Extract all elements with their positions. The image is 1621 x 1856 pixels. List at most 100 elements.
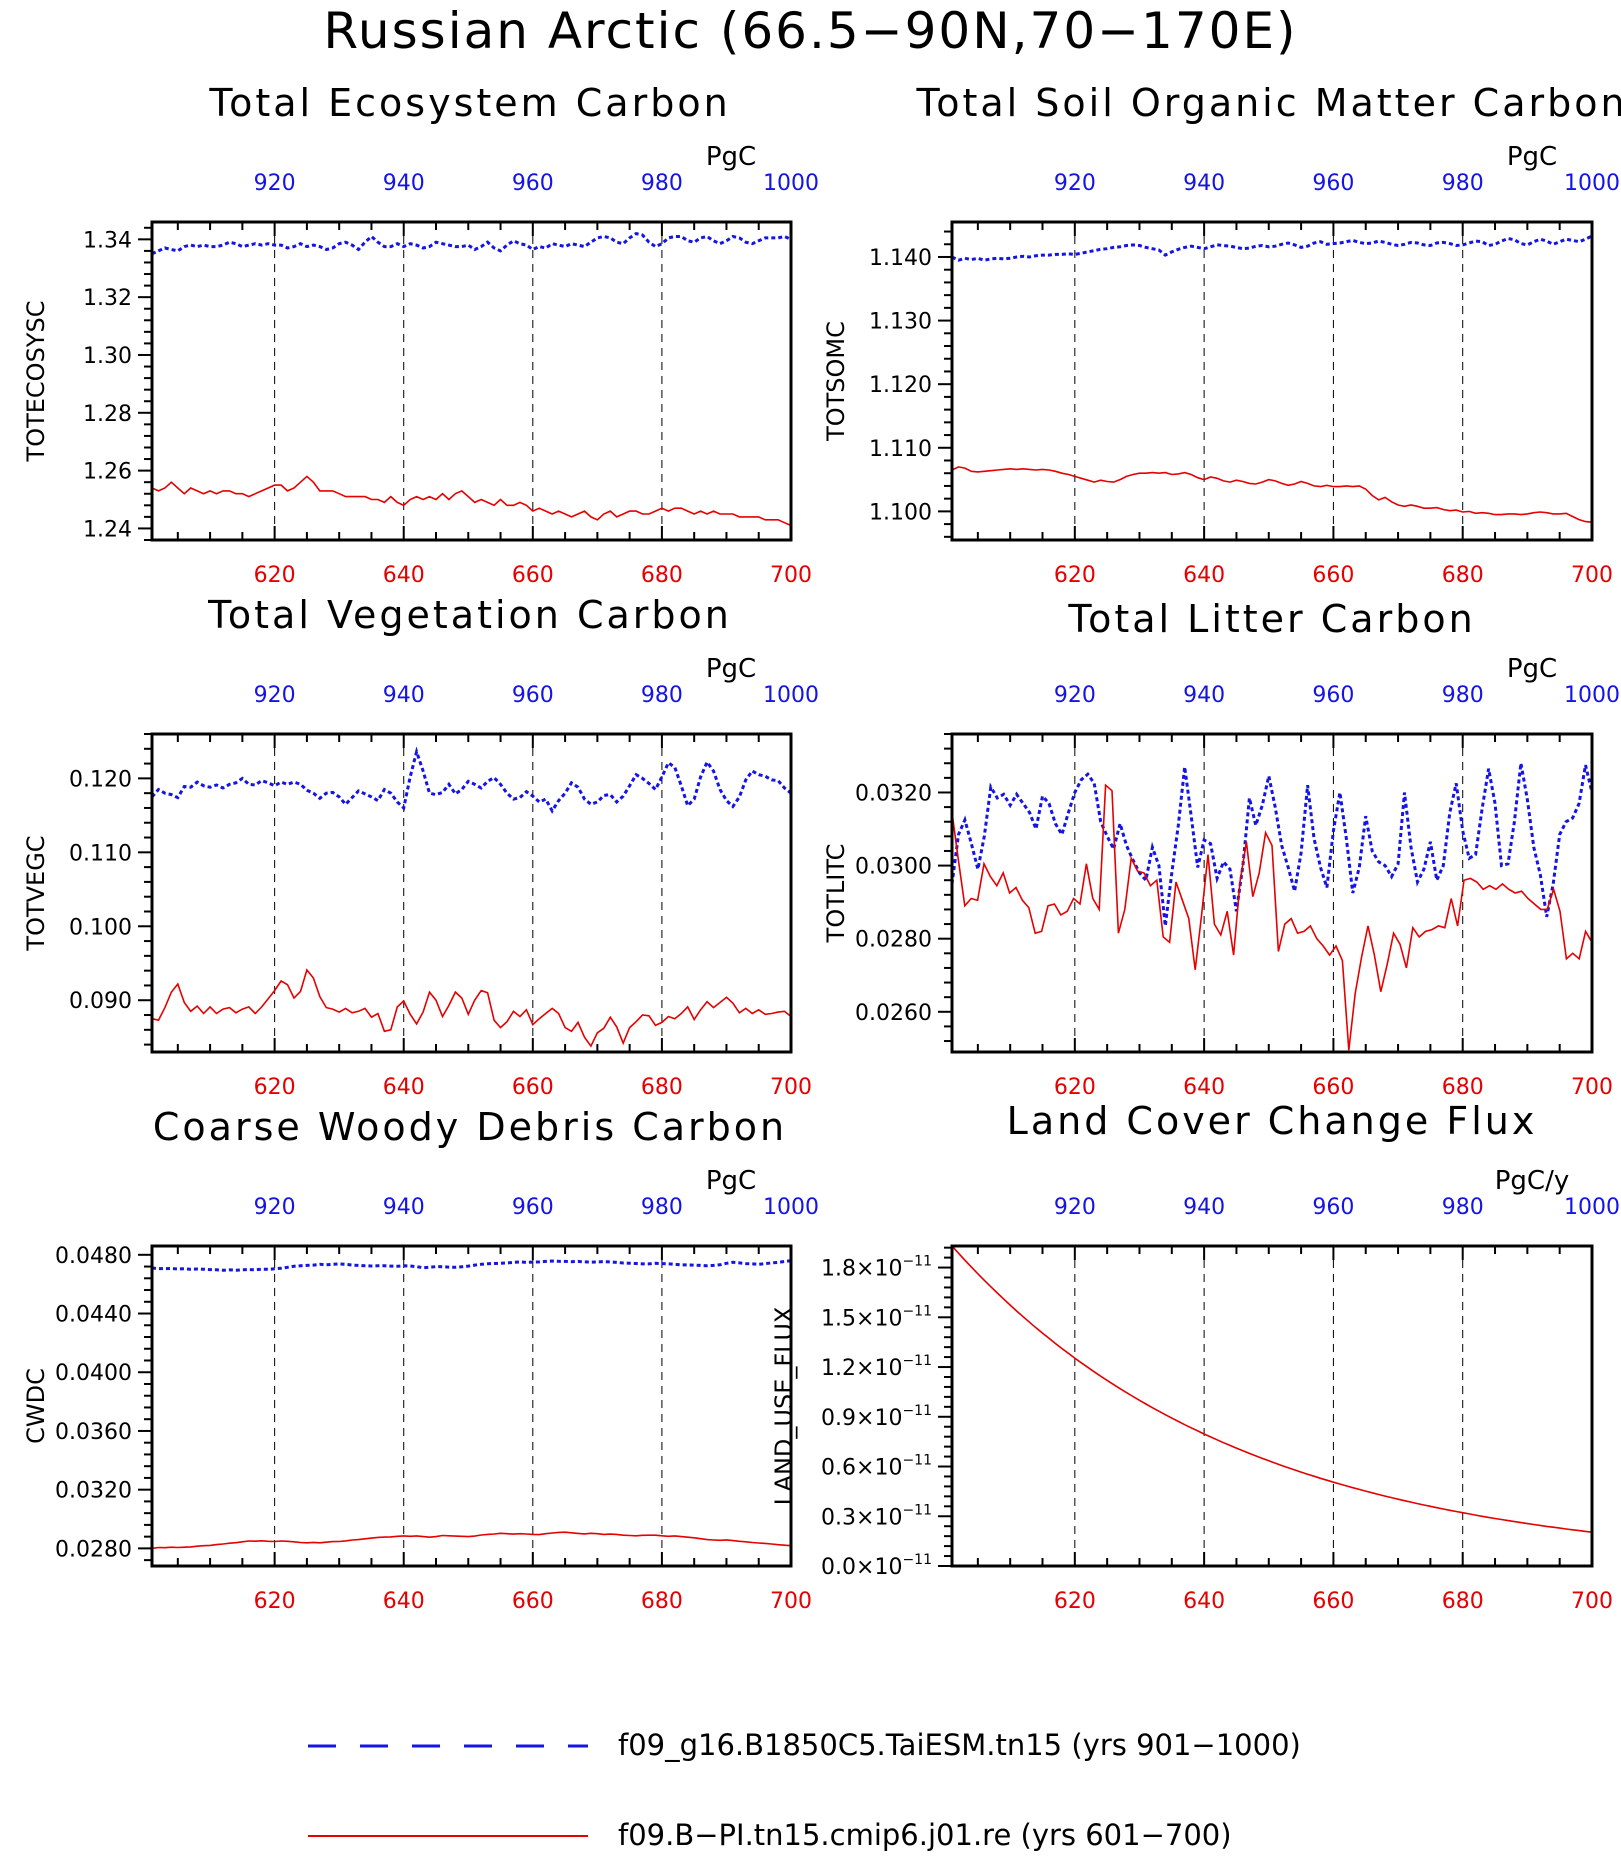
series-line-red	[151, 968, 792, 1048]
x-tick-label-bottom: 680	[641, 1075, 683, 1100]
panel-title: Total Vegetation Carbon	[207, 593, 732, 637]
y-tick-label: 0.0400	[55, 1361, 132, 1386]
units-label: PgC	[706, 654, 756, 684]
x-tick-label-bottom: 640	[1183, 1075, 1225, 1100]
x-tick-label-bottom: 680	[641, 563, 683, 588]
legend-swatch-blue-dashed	[308, 1744, 588, 1748]
y-tick-label: 1.120	[869, 373, 932, 398]
y-tick-label: 0.0300	[855, 855, 932, 880]
series-line-red	[951, 783, 1593, 1051]
x-tick-label-bottom: 640	[383, 1075, 425, 1100]
x-tick-label-bottom: 700	[770, 563, 812, 588]
y-tick-label: 1.140	[869, 246, 932, 271]
x-tick-label-top: 920	[254, 171, 296, 196]
y-tick-label: 1.130	[869, 310, 932, 335]
legend-item-red: f09.B−PI.tn15.cmip6.j01.re (yrs 601−700)	[0, 1816, 1621, 1856]
x-tick-label-top: 1000	[763, 683, 819, 708]
x-tick-label-bottom: 620	[1054, 1075, 1096, 1100]
x-tick-label-bottom: 680	[641, 1589, 683, 1614]
panel-2: Total Soil Organic Matter Carbon 620 640 66…	[822, 81, 1621, 588]
panel-5: Coarse Woody Debris Carbon 620 640 660 680 70…	[22, 1105, 819, 1614]
x-tick-label-bottom: 620	[254, 1075, 296, 1100]
series-line-red	[151, 475, 792, 527]
series-line-blue	[151, 1259, 792, 1272]
panel-title: Land Cover Change Flux	[1007, 1099, 1538, 1143]
x-tick-label-top: 960	[1312, 1195, 1354, 1220]
x-tick-label-top: 960	[1312, 683, 1354, 708]
x-tick-label-top: 1000	[1564, 683, 1620, 708]
y-axis-label: TOTECOSYSC	[22, 301, 50, 463]
x-tick-label-bottom: 700	[1571, 1075, 1613, 1100]
x-tick-label-top: 940	[1183, 171, 1225, 196]
y-tick-label: 0.6×10−11	[821, 1453, 932, 1481]
y-tick-label: 0.120	[69, 767, 132, 792]
x-tick-label-top: 960	[512, 683, 554, 708]
panel-title: Total Litter Carbon	[1067, 597, 1475, 641]
y-tick-label: 1.100	[869, 500, 932, 525]
x-tick-label-bottom: 620	[1054, 1589, 1096, 1614]
x-tick-label-bottom: 640	[383, 563, 425, 588]
plot-frame	[950, 220, 1594, 542]
y-tick-label: 0.100	[69, 915, 132, 940]
x-tick-label-top: 940	[383, 171, 425, 196]
y-tick-label: 1.34	[83, 228, 132, 253]
y-tick-label: 1.5×10−11	[821, 1303, 932, 1331]
x-tick-label-bottom: 620	[254, 1589, 296, 1614]
y-tick-label: 0.0440	[55, 1303, 132, 1328]
x-tick-label-top: 1000	[1564, 171, 1620, 196]
x-tick-label-top: 980	[1442, 683, 1484, 708]
x-tick-label-top: 980	[641, 171, 683, 196]
units-label: PgC	[1507, 142, 1557, 172]
x-tick-label-bottom: 680	[1442, 1075, 1484, 1100]
x-tick-label-top: 920	[254, 683, 296, 708]
x-tick-label-top: 980	[1442, 1195, 1484, 1220]
x-tick-label-bottom: 620	[254, 563, 296, 588]
y-axis-label: CWDC	[22, 1368, 50, 1444]
series-line-blue	[950, 762, 1594, 927]
plot-frame	[150, 220, 793, 542]
y-tick-label: 0.090	[69, 989, 132, 1014]
panel-title: Coarse Woody Debris Carbon	[153, 1105, 787, 1149]
x-tick-label-top: 1000	[1564, 1195, 1620, 1220]
y-tick-label: 1.32	[83, 286, 132, 311]
y-tick-label: 1.26	[83, 460, 132, 485]
plot-frame	[950, 732, 1594, 1054]
x-tick-label-top: 960	[1312, 171, 1354, 196]
x-tick-label-bottom: 640	[383, 1589, 425, 1614]
x-tick-label-top: 980	[641, 1195, 683, 1220]
units-label: PgC	[706, 1166, 756, 1196]
x-tick-label-top: 940	[383, 683, 425, 708]
x-tick-label-bottom: 620	[1054, 563, 1096, 588]
y-tick-label: 1.8×10−11	[821, 1254, 932, 1282]
series-line-blue	[150, 746, 792, 814]
x-tick-label-top: 920	[1054, 683, 1096, 708]
x-tick-label-top: 960	[512, 1195, 554, 1220]
series-line-red	[951, 466, 1593, 523]
x-tick-label-top: 920	[254, 1195, 296, 1220]
y-tick-label: 1.28	[83, 402, 132, 427]
x-tick-label-top: 960	[512, 171, 554, 196]
y-tick-label: 0.0360	[55, 1420, 132, 1445]
x-tick-label-bottom: 660	[512, 1589, 554, 1614]
y-tick-label: 0.3×10−11	[821, 1502, 932, 1530]
x-tick-label-bottom: 700	[770, 1075, 812, 1100]
legend-item-blue: f09_g16.B1850C5.TaiESM.tn15 (yrs 901−100…	[0, 1726, 1621, 1766]
panel-3: Total Vegetation Carbon 620 640 660 680 700 92…	[22, 593, 819, 1100]
x-tick-label-bottom: 680	[1442, 563, 1484, 588]
series-line-blue	[951, 234, 1593, 262]
plot-frame	[150, 732, 793, 1054]
panel-title: Total Ecosystem Carbon	[208, 81, 730, 125]
y-tick-label: 0.0×10−11	[821, 1552, 932, 1580]
y-tick-label: 0.9×10−11	[821, 1403, 932, 1431]
series-line-red	[151, 1531, 792, 1550]
x-tick-label-top: 980	[1442, 171, 1484, 196]
y-axis-label: LAND_USE_FLUX	[770, 1307, 798, 1506]
series-line-red	[951, 1245, 1593, 1533]
x-tick-label-bottom: 660	[512, 563, 554, 588]
y-tick-label: 0.110	[69, 841, 132, 866]
y-tick-label: 0.0320	[55, 1479, 132, 1504]
x-tick-label-top: 920	[1054, 1195, 1096, 1220]
x-tick-label-top: 920	[1054, 171, 1096, 196]
panel-1: Total Ecosystem Carbon 620 640 660 680 700 920…	[22, 81, 819, 588]
